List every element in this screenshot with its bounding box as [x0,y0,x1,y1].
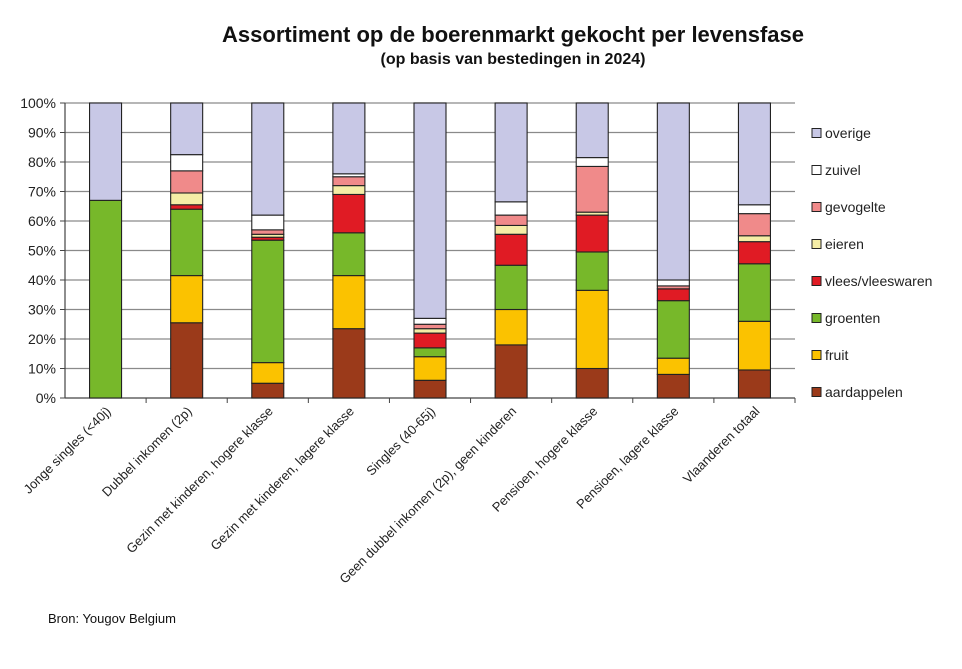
bar-segment-overige [251,102,285,216]
bar-segment-gevogelte [413,323,447,330]
y-tick-label: 10% [28,361,56,377]
bar-segment-groenten [656,300,690,359]
bar-segment-overige [332,102,366,175]
bar-segment-fruit [332,275,366,330]
bar-segment-aardappelen [413,379,447,399]
x-category-label: Gezin met kinderen, hogere klasse [123,404,276,557]
bar-segment-fruit [251,362,285,384]
bar-segment-aardappelen [332,328,366,399]
bar-segment-vlees-vleeswaren [494,233,528,266]
bar-segment-groenten [332,232,366,277]
x-category-label: Gezin met kinderen, lagere klasse [207,404,357,554]
bar-segment-zuivel [170,154,204,172]
bar-segment-groenten [251,239,285,364]
bar-segment-vlees-vleeswaren [737,241,771,265]
bar-segment-fruit [656,357,690,375]
legend-swatch [811,350,822,360]
bar-segment-groenten [494,264,528,311]
bar-segment-overige [575,102,609,159]
bar-segment-gevogelte [170,170,204,194]
x-category-label: Singles (40-65j) [363,404,438,479]
bar-segment-fruit [737,320,771,371]
y-tick-label: 50% [28,243,56,259]
chart-title: Assortiment op de boerenmarkt gekocht pe… [222,22,804,47]
bar-segment-eieren [413,328,447,334]
y-tick-label: 70% [28,184,56,200]
bar-segment-aardappelen [170,322,204,399]
y-tick-label: 80% [28,154,56,170]
bar-segment-zuivel [494,201,528,216]
bar-segment-gevogelte [737,213,771,237]
bar-segment-eieren [332,185,366,196]
bar-segment-eieren [494,224,528,235]
bar-segment-overige [413,102,447,319]
legend-swatch [811,387,822,397]
x-category-label: Dubbel inkomen (2p) [99,404,195,500]
bar-segment-fruit [413,356,447,381]
y-tick-label: 60% [28,213,56,229]
bar-segment-overige [89,102,123,201]
bar-segment-gevogelte [575,165,609,213]
y-tick-label: 30% [28,302,56,318]
bar-segment-aardappelen [575,367,609,399]
bar-segment-overige [494,102,528,203]
bar-segment-vlees-vleeswaren [656,288,690,302]
y-tick-label: 40% [28,272,56,288]
y-tick-label: 90% [28,125,56,141]
x-category-label: Geen dubbel inkomen (2p), geen kinderen [336,404,519,587]
bar-segment-groenten [413,347,447,358]
legend-label: fruit [825,347,848,363]
bar-segment-groenten [170,208,204,277]
legend-label: aardappelen [825,384,903,400]
bar-segment-vlees-vleeswaren [413,332,447,349]
legend-label: zuivel [825,162,861,178]
legend-label: gevogelte [825,199,886,215]
legend-swatch [811,128,822,138]
bar-segment-zuivel [656,279,690,287]
bar-segment-fruit [170,275,204,324]
legend-swatch [811,276,822,286]
bar-segment-gevogelte [251,229,285,235]
bar-segment-gevogelte [494,214,528,226]
chart-subtitle: (op basis van bestedingen in 2024) [380,51,646,68]
bar-segment-zuivel [413,317,447,325]
legend-swatch [811,165,822,175]
bar-segment-vlees-vleeswaren [170,204,204,210]
bar-segment-eieren [170,192,204,206]
legend-label: groenten [825,310,880,326]
bar-segment-aardappelen [251,382,285,399]
x-category-label: Jonge singles (<40j) [21,404,114,497]
bar-segment-eieren [737,235,771,243]
bar-segment-vlees-vleeswaren [332,193,366,234]
bar-segment-overige [656,102,690,281]
source-note: Bron: Yougov Belgium [48,611,176,626]
legend-swatch [811,202,822,212]
bar-segment-zuivel [737,204,771,215]
bar-segment-overige [170,102,204,156]
y-tick-label: 100% [20,95,56,111]
bar-segment-groenten [737,263,771,322]
bar-segment-groenten [575,251,609,291]
legend-label: overige [825,125,871,141]
bar-segment-fruit [575,289,609,370]
bar-segment-zuivel [575,157,609,167]
bar-segment-aardappelen [656,373,690,399]
legend-label: vlees/vleeswaren [825,273,932,289]
legend-swatch [811,313,822,323]
x-category-label: Vlaanderen totaal [680,403,763,486]
legend-swatch [811,239,822,249]
y-tick-label: 0% [36,390,56,406]
y-tick-label: 20% [28,331,56,347]
legend-label: eieren [825,236,864,252]
bar-segment-groenten [89,199,123,399]
bar-segment-aardappelen [494,344,528,399]
bar-segment-aardappelen [737,369,771,399]
bar-segment-overige [737,102,771,206]
bar-segment-vlees-vleeswaren [575,214,609,253]
bar-segment-gevogelte [332,176,366,187]
bar-segment-zuivel [251,214,285,231]
bar-segment-fruit [494,308,528,346]
